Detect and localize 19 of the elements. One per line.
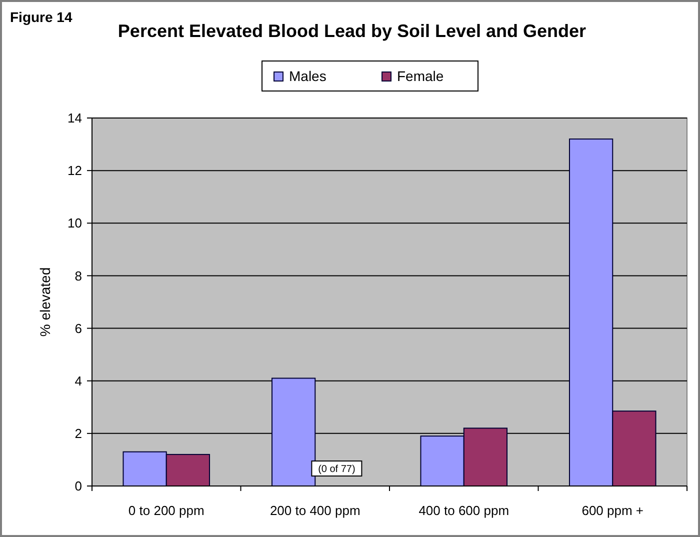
bar xyxy=(271,378,316,486)
legend-label: Males xyxy=(289,68,326,84)
chart-title: Percent Elevated Blood Lead by Soil Level and Gender xyxy=(118,21,586,41)
y-tick-label: 4 xyxy=(74,373,82,388)
y-tick-label: 10 xyxy=(68,216,82,231)
x-tick-label: 200 to 400 ppm xyxy=(270,503,360,518)
caption: Figure 14 xyxy=(10,9,72,25)
y-tick-label: 6 xyxy=(74,320,82,336)
annotation: (0 of 77) xyxy=(318,464,356,475)
x-tick-label: 600 ppm + xyxy=(582,503,644,518)
y-axis-title: % elevated xyxy=(37,267,53,337)
y-tick-label: 14 xyxy=(68,110,82,126)
legend-label: Female xyxy=(397,68,444,84)
y-tick-label: 8 xyxy=(74,268,82,284)
y-tick-label: 2 xyxy=(74,426,82,441)
y-tick-label: 12 xyxy=(68,163,82,178)
x-tick-label: 0 to 200 ppm xyxy=(128,503,204,518)
x-tick-label: 400 to 600 ppm xyxy=(418,503,510,518)
y-tick-label: 0 xyxy=(74,478,82,494)
